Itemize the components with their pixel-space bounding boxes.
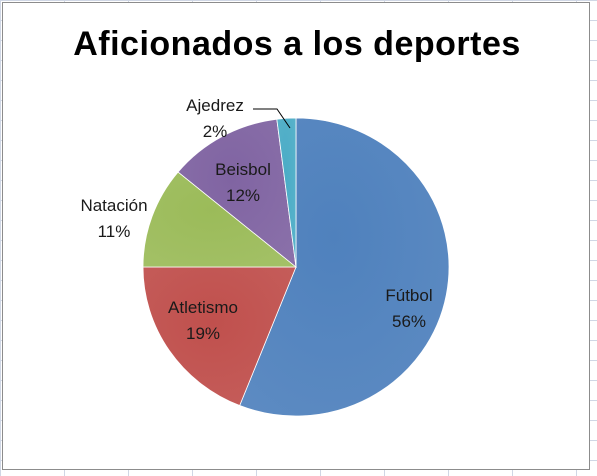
pie-slice-natación[interactable] [142,171,298,268]
leader-line-ajedrez [253,108,291,129]
slice-value-beisbol: 12% [226,186,260,205]
slice-value-ajedrez: 2% [203,122,228,141]
slice-label-natación: Natación [80,196,147,215]
slice-value-fútbol: 56% [392,312,426,331]
pie-slice-beisbol[interactable] [177,118,297,268]
slice-label-ajedrez: Ajedrez [186,96,244,115]
pie-chart: Fútbol 56% Atletismo 19% Natación 11% Beisbol 1… [80,96,450,417]
pie-slice-fútbol[interactable] [239,117,450,417]
slice-value-atletismo: 19% [186,324,220,343]
chart-title: Aficionados a los deportes [73,25,521,63]
pie-slice-atletismo[interactable] [142,266,297,407]
slice-label-atletismo: Atletismo [168,298,238,317]
slice-label-fútbol: Fútbol [385,286,432,305]
slice-value-natación: 11% [98,222,131,241]
slice-label-beisbol: Beisbol [215,160,271,179]
chart-area[interactable]: Aficionados a los deportes Fútbol 56% Atle… [2,2,590,470]
pie-slice-ajedrez[interactable] [276,117,297,268]
